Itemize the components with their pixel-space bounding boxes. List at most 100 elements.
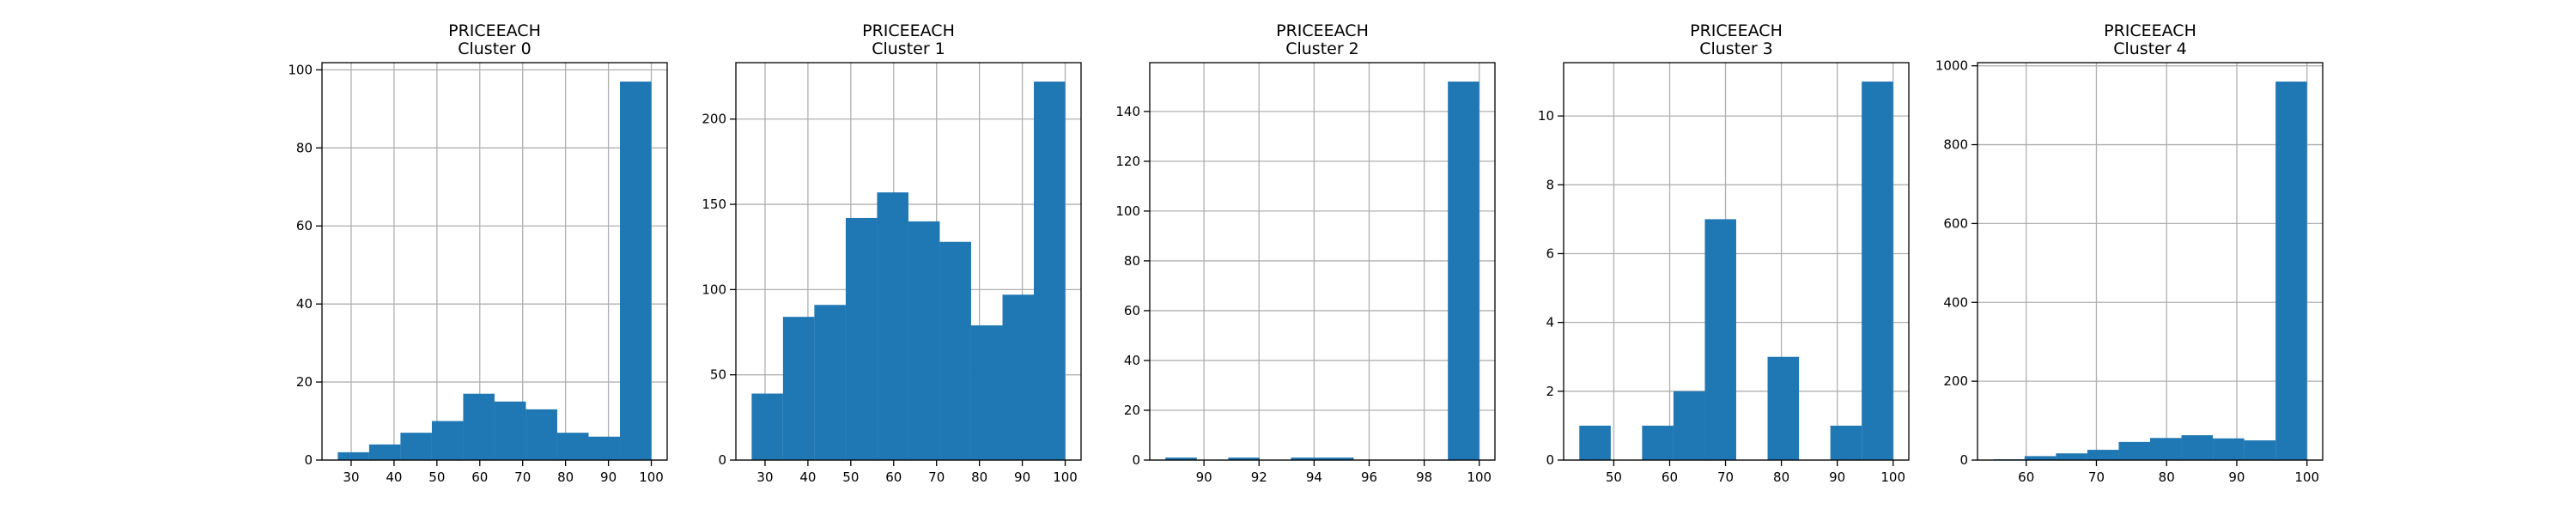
panel-subtitle: Cluster 2: [1285, 39, 1359, 58]
panel-subtitle: Cluster 0: [458, 39, 532, 58]
x-tick-label: 70: [1717, 470, 1734, 485]
x-tick-label: 80: [2159, 470, 2175, 485]
panel-title: PRICEEACH: [862, 21, 955, 40]
y-tick-label: 400: [1943, 294, 1968, 310]
x-tick-label: 100: [2294, 470, 2319, 485]
histogram-bar: [368, 444, 401, 460]
histogram-bar: [814, 305, 846, 460]
histogram-bar: [1228, 457, 1260, 460]
x-tick-label: 50: [842, 470, 859, 485]
histogram-bar: [556, 433, 589, 460]
y-tick-label: 4: [1546, 315, 1554, 330]
axes-frame: [1977, 62, 2324, 461]
histogram-bar: [494, 401, 526, 460]
y-tick-label: 0: [1132, 452, 1140, 468]
axes-frame: [1563, 62, 1910, 461]
histogram-bar: [782, 317, 815, 460]
panel-subtitle: Cluster 1: [872, 39, 945, 58]
x-tick-label: 60: [471, 470, 488, 485]
panel-title: PRICEEACH: [2104, 21, 2196, 40]
x-tick-label: 94: [1306, 470, 1322, 485]
histogram-bar: [463, 393, 495, 460]
histogram-bar: [970, 325, 1003, 460]
histogram-bar: [908, 221, 940, 460]
histogram-bar: [1322, 457, 1354, 460]
histogram-bar: [1830, 425, 1862, 460]
x-tick-label: 70: [928, 470, 945, 485]
x-tick-label: 80: [971, 470, 987, 485]
panel-title: PRICEEACH: [448, 21, 541, 40]
histogram-bar: [751, 393, 783, 460]
y-tick-label: 6: [1546, 245, 1554, 261]
histogram-bar: [400, 433, 432, 460]
histogram-bar: [337, 451, 369, 460]
histogram-bar: [1034, 82, 1066, 461]
x-tick-label: 98: [1416, 470, 1432, 485]
y-tick-label: 60: [296, 218, 313, 233]
histogram-bar: [1579, 425, 1611, 460]
x-tick-label: 100: [1467, 470, 1492, 485]
x-tick-label: 90: [1014, 470, 1030, 485]
histogram-bar: [2181, 435, 2214, 460]
histogram-bar: [1704, 219, 1736, 461]
y-tick-label: 150: [702, 197, 726, 212]
y-tick-label: 20: [296, 374, 313, 390]
y-tick-label: 40: [296, 296, 313, 312]
y-tick-label: 8: [1546, 177, 1554, 192]
x-tick-label: 40: [799, 470, 816, 485]
histogram-bar: [1862, 82, 1893, 461]
y-tick-label: 80: [296, 140, 313, 155]
x-tick-label: 90: [1829, 470, 1845, 485]
x-tick-label: 70: [514, 470, 531, 485]
histogram-bar: [939, 241, 971, 460]
x-tick-label: 30: [756, 470, 773, 485]
x-tick-label: 90: [600, 470, 617, 485]
x-tick-label: 90: [1196, 470, 1212, 485]
histogram-bar: [2056, 453, 2087, 460]
x-tick-label: 50: [428, 470, 445, 485]
histogram-bar: [877, 192, 908, 460]
x-tick-label: 90: [2228, 470, 2245, 485]
x-tick-label: 60: [2018, 470, 2034, 485]
y-tick-label: 200: [1943, 373, 1968, 389]
y-tick-label: 1000: [1935, 58, 1968, 74]
histogram-bar: [2118, 441, 2150, 460]
x-tick-label: 80: [557, 470, 574, 485]
histogram-bar: [1291, 457, 1322, 460]
histogram-bar: [2213, 438, 2245, 460]
histogram-bar: [588, 436, 621, 460]
y-tick-label: 140: [1115, 104, 1140, 119]
panel-subtitle: Cluster 3: [1699, 39, 1773, 58]
histogram-bar: [431, 421, 464, 460]
axes-frame: [735, 62, 1082, 461]
histogram-bar: [2024, 456, 2057, 460]
histogram-bar: [2150, 438, 2182, 460]
y-tick-label: 40: [1124, 353, 1140, 368]
x-tick-label: 96: [1361, 470, 1377, 485]
histogram-bar: [1448, 82, 1479, 461]
x-tick-label: 100: [639, 470, 664, 485]
y-tick-label: 2: [1546, 384, 1554, 399]
histogram-bar: [1642, 425, 1674, 460]
y-tick-label: 0: [1546, 452, 1554, 468]
histogram-bar: [2087, 450, 2119, 460]
x-tick-label: 80: [1773, 470, 1789, 485]
y-tick-label: 80: [1124, 253, 1140, 269]
histogram-bar: [845, 217, 878, 460]
histogram-bar: [1767, 356, 1800, 460]
histogram-bar: [1673, 391, 1705, 460]
histogram-bar: [1002, 294, 1035, 460]
histogram-bar: [1165, 457, 1197, 460]
panel-title: PRICEEACH: [1690, 21, 1783, 40]
x-tick-label: 100: [1053, 470, 1078, 485]
x-tick-label: 100: [1880, 470, 1905, 485]
histogram-bar: [620, 82, 652, 461]
histogram-bar: [2275, 82, 2307, 461]
x-tick-label: 40: [386, 470, 402, 485]
y-tick-label: 100: [702, 282, 726, 297]
